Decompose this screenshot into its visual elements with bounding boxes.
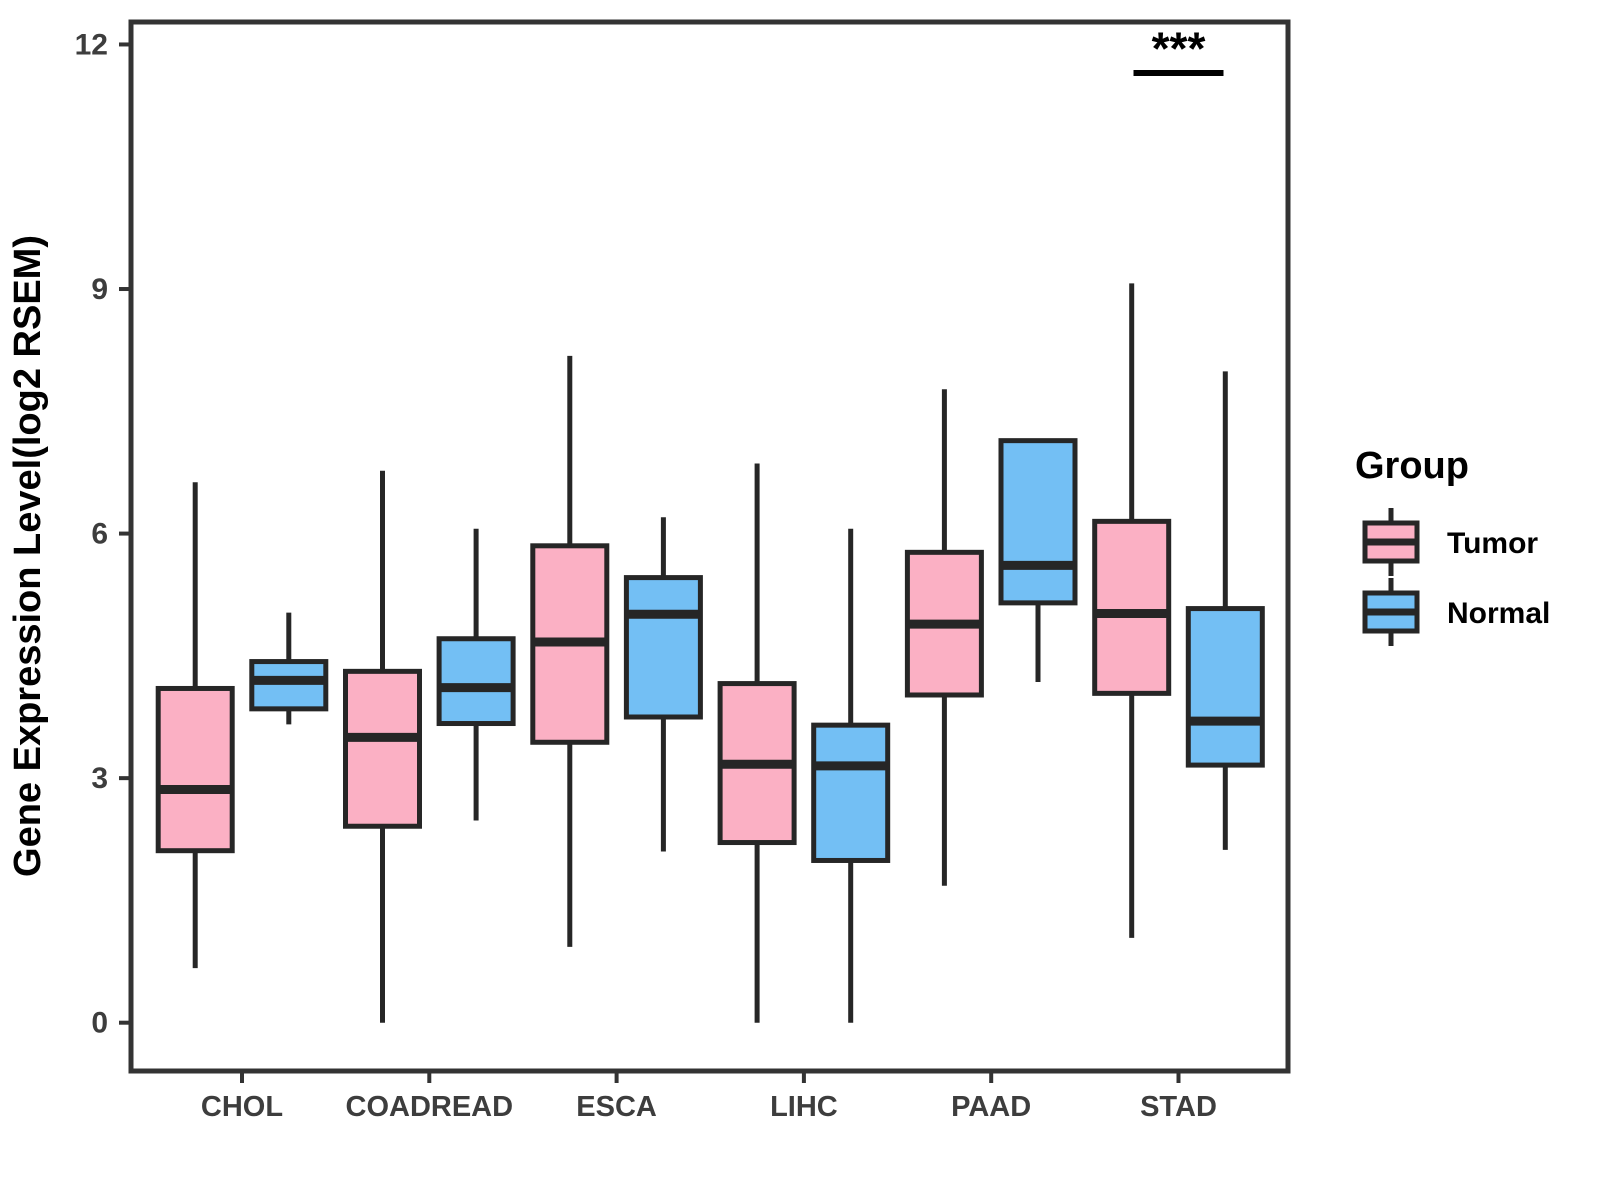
box-ESCA-Normal (623, 575, 703, 720)
box-STAD-Tumor (1092, 518, 1172, 696)
x-tick-label-PAAD: PAAD (951, 1091, 1031, 1123)
x-tick-label-COADREAD: COADREAD (346, 1091, 514, 1123)
box-LIHC-Normal (811, 722, 891, 863)
y-axis-title: Gene Expression Level(log2 RSEM) (7, 235, 49, 877)
y-tick-label-0: 0 (91, 1007, 108, 1040)
y-tick-label-6: 6 (91, 518, 108, 551)
box-PAAD-Normal (998, 438, 1078, 606)
legend-label-tumor: Tumor (1447, 527, 1538, 560)
x-tick-label-CHOL: CHOL (201, 1091, 283, 1123)
x-tick-label-ESCA: ESCA (576, 1091, 657, 1123)
x-tick-label-LIHC: LIHC (770, 1091, 838, 1123)
box-COADREAD-Normal (436, 636, 516, 727)
y-tick-label-9: 9 (91, 273, 108, 306)
legend-label-normal: Normal (1447, 597, 1550, 630)
y-tick-label-12: 12 (75, 28, 108, 61)
box-CHOL-Normal (249, 659, 329, 712)
significance-text-STAD: *** (1152, 23, 1206, 75)
box-CHOL-Tumor (155, 685, 235, 854)
box-STAD-Normal (1185, 606, 1265, 768)
box-COADREAD-Tumor (343, 668, 422, 829)
x-tick-label-STAD: STAD (1140, 1091, 1217, 1123)
y-tick-label-3: 3 (91, 762, 108, 795)
plot-panel-border (128, 19, 1291, 1074)
legend-title: Group (1355, 445, 1469, 487)
